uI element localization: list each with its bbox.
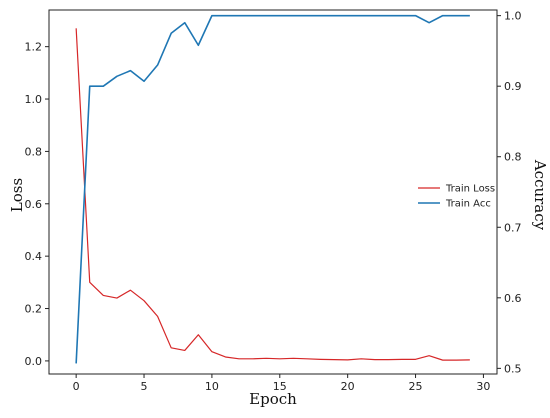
- y-tick-label: 0.2: [25, 303, 43, 316]
- legend-label-train-loss: Train Loss: [445, 184, 495, 195]
- series-line-train-acc: [75, 14, 470, 364]
- x-axis-title: Epoch: [249, 390, 297, 408]
- y2-tick-label: 1.0: [504, 10, 522, 23]
- y-tick-label: 0.4: [25, 250, 43, 263]
- y2-axis-title: Accuracy: [531, 159, 549, 231]
- x-tick-label: 0: [73, 380, 80, 393]
- y2-tick-label: 0.9: [504, 80, 522, 93]
- y2-tick-label: 0.7: [504, 221, 522, 234]
- ticks-layer: 0 5 10 15 20 25 30 0.0 0.2 0.4 0.6 0.8 1.0 1.2 0.5 0.6 0…: [25, 10, 522, 393]
- y2-tick-label: 0.6: [504, 292, 522, 305]
- x-tick-label: 30: [476, 380, 490, 393]
- y-tick-label: 0.6: [25, 198, 43, 211]
- plot-frame: [48, 9, 498, 375]
- y2-tick-label: 0.5: [504, 362, 522, 375]
- y-tick-label: 0.0: [25, 355, 43, 368]
- y-tick-label: 1.0: [25, 93, 43, 106]
- y-axis-title: Loss: [8, 178, 26, 212]
- lines-layer: [75, 14, 470, 364]
- legend: Train Loss Train Acc: [418, 184, 495, 210]
- series-line-train-loss: [75, 28, 470, 361]
- x-tick-label: 5: [141, 380, 148, 393]
- legend-label-train-acc: Train Acc: [445, 199, 491, 210]
- y-tick-label: 0.8: [25, 145, 43, 158]
- x-tick-label: 20: [341, 380, 355, 393]
- x-tick-label: 15: [273, 380, 287, 393]
- y2-tick-label: 0.8: [504, 151, 522, 164]
- x-tick-label: 25: [409, 380, 423, 393]
- x-tick-label: 10: [205, 380, 219, 393]
- y-tick-label: 1.2: [25, 41, 43, 54]
